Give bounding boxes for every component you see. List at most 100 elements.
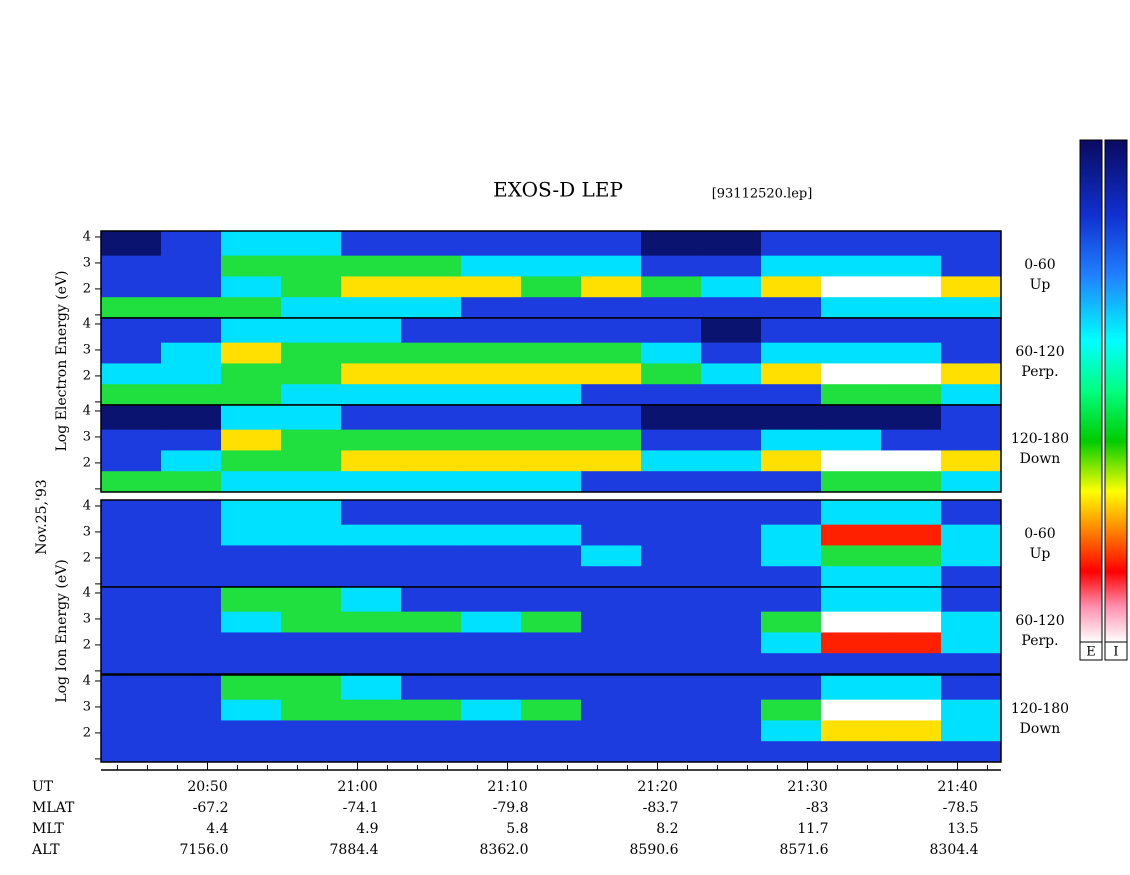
spectrogram-cell — [281, 565, 342, 588]
spectrogram-cell — [281, 342, 342, 364]
spectrogram-cell — [221, 565, 282, 588]
y-tick-label: 2 — [83, 637, 91, 652]
panel-frame — [100, 586, 1002, 675]
spectrogram-cell — [521, 275, 582, 298]
spectrogram-cell — [581, 362, 642, 385]
spectrogram-cell — [821, 342, 882, 364]
spectrogram-cell — [941, 255, 1002, 277]
y-tick-label: 4 — [83, 316, 91, 331]
spectrogram-cell — [881, 719, 942, 742]
spectrogram-cell — [821, 362, 882, 385]
spectrogram-cell — [581, 565, 642, 588]
panel-label: Up — [1030, 546, 1051, 562]
spectrogram-cell — [461, 318, 522, 343]
x-tick-label: 21:40 — [937, 779, 977, 795]
spectrogram-cell — [821, 611, 882, 633]
spectrogram-cell — [881, 429, 942, 451]
spectrogram-cell — [401, 405, 462, 430]
spectrogram-cell — [881, 544, 942, 567]
y-tick-label: 3 — [83, 699, 91, 714]
spectrogram-cell — [941, 719, 1002, 742]
spectrogram-cell — [161, 740, 222, 763]
spectrogram-cell — [701, 449, 762, 472]
spectrogram-cell — [161, 231, 222, 256]
spectrogram-cell — [521, 296, 582, 319]
spectrogram-cell — [221, 383, 282, 406]
spectrogram-cell — [881, 231, 942, 256]
ephemeris-value: -67.2 — [193, 800, 229, 816]
spectrogram-cell — [881, 699, 942, 721]
spectrogram-cell — [701, 500, 762, 525]
spectrogram-cell — [221, 255, 282, 277]
spectrogram-cell — [581, 719, 642, 742]
spectrogram-cell — [581, 296, 642, 319]
ephemeris-value: 8304.4 — [930, 842, 979, 858]
spectrogram-cell — [581, 524, 642, 546]
spectrogram-cell — [761, 524, 822, 546]
spectrogram-cell — [221, 429, 282, 451]
spectrogram-cell — [101, 296, 162, 319]
spectrogram-cell — [941, 565, 1002, 588]
colorbar-label: E — [1086, 645, 1096, 660]
spectrogram-cell — [101, 652, 162, 675]
spectrogram-cell — [521, 318, 582, 343]
spectrogram-cell — [761, 296, 822, 319]
spectrogram-cell — [641, 231, 702, 256]
spectrogram-cell — [101, 699, 162, 721]
panel-frame — [100, 404, 1002, 493]
spectrogram-cell — [641, 500, 702, 525]
spectrogram-cell — [161, 296, 222, 319]
spectrogram-cell — [281, 296, 342, 319]
spectrogram-cell — [281, 587, 342, 612]
spectrogram-cell — [761, 611, 822, 633]
spectrogram-cell — [581, 342, 642, 364]
spectrogram-cell — [461, 631, 522, 654]
spectrogram-cell — [461, 429, 522, 451]
y-tick-label: 4 — [83, 498, 91, 513]
panel-label: Down — [1020, 451, 1061, 467]
spectrogram-cell — [521, 544, 582, 567]
spectrogram-cell — [161, 544, 222, 567]
spectrogram-cell — [401, 275, 462, 298]
spectrogram-cell — [221, 611, 282, 633]
spectrogram-cell — [101, 383, 162, 406]
spectrogram-cell — [881, 524, 942, 546]
spectrogram-cell — [521, 362, 582, 385]
spectrogram-cell — [881, 500, 942, 525]
spectrogram-cell — [221, 740, 282, 763]
spectrogram-cell — [341, 449, 402, 472]
ephemeris-value: 8590.6 — [630, 842, 679, 858]
spectrogram-cell — [641, 544, 702, 567]
spectrogram-cell — [641, 275, 702, 298]
spectrogram-cell — [881, 296, 942, 319]
panel-label: Down — [1020, 721, 1061, 737]
spectrogram-cell — [521, 675, 582, 700]
spectrogram-cell — [161, 500, 222, 525]
spectrogram-cell — [221, 231, 282, 256]
spectrogram-cell — [281, 544, 342, 567]
spectrogram-cell — [881, 318, 942, 343]
spectrogram-cell — [101, 255, 162, 277]
spectrogram-cell — [221, 405, 282, 430]
spectrogram-cell — [821, 631, 882, 654]
y-tick-label: 3 — [83, 524, 91, 539]
y-axis-label: Log Ion Energy (eV) — [54, 559, 70, 702]
spectrogram-cell — [821, 275, 882, 298]
spectrogram-cell — [701, 342, 762, 364]
spectrogram-cell — [701, 565, 762, 588]
y-tick-label: 2 — [83, 550, 91, 565]
spectrogram-cell — [281, 231, 342, 256]
spectrogram-cell — [761, 449, 822, 472]
spectrogram-cell — [341, 500, 402, 525]
spectrogram-cell — [641, 699, 702, 721]
spectrogram-cell — [281, 429, 342, 451]
spectrogram-cell — [641, 652, 702, 675]
spectrogram-cell — [521, 719, 582, 742]
spectrogram-cell — [221, 318, 282, 343]
spectrogram-cell — [101, 231, 162, 256]
spectrogram-cell — [401, 470, 462, 493]
ephemeris-value: 7156.0 — [180, 842, 229, 858]
spectrogram-cell — [641, 342, 702, 364]
spectrogram-cell — [461, 405, 522, 430]
panel-frame — [100, 674, 1002, 763]
